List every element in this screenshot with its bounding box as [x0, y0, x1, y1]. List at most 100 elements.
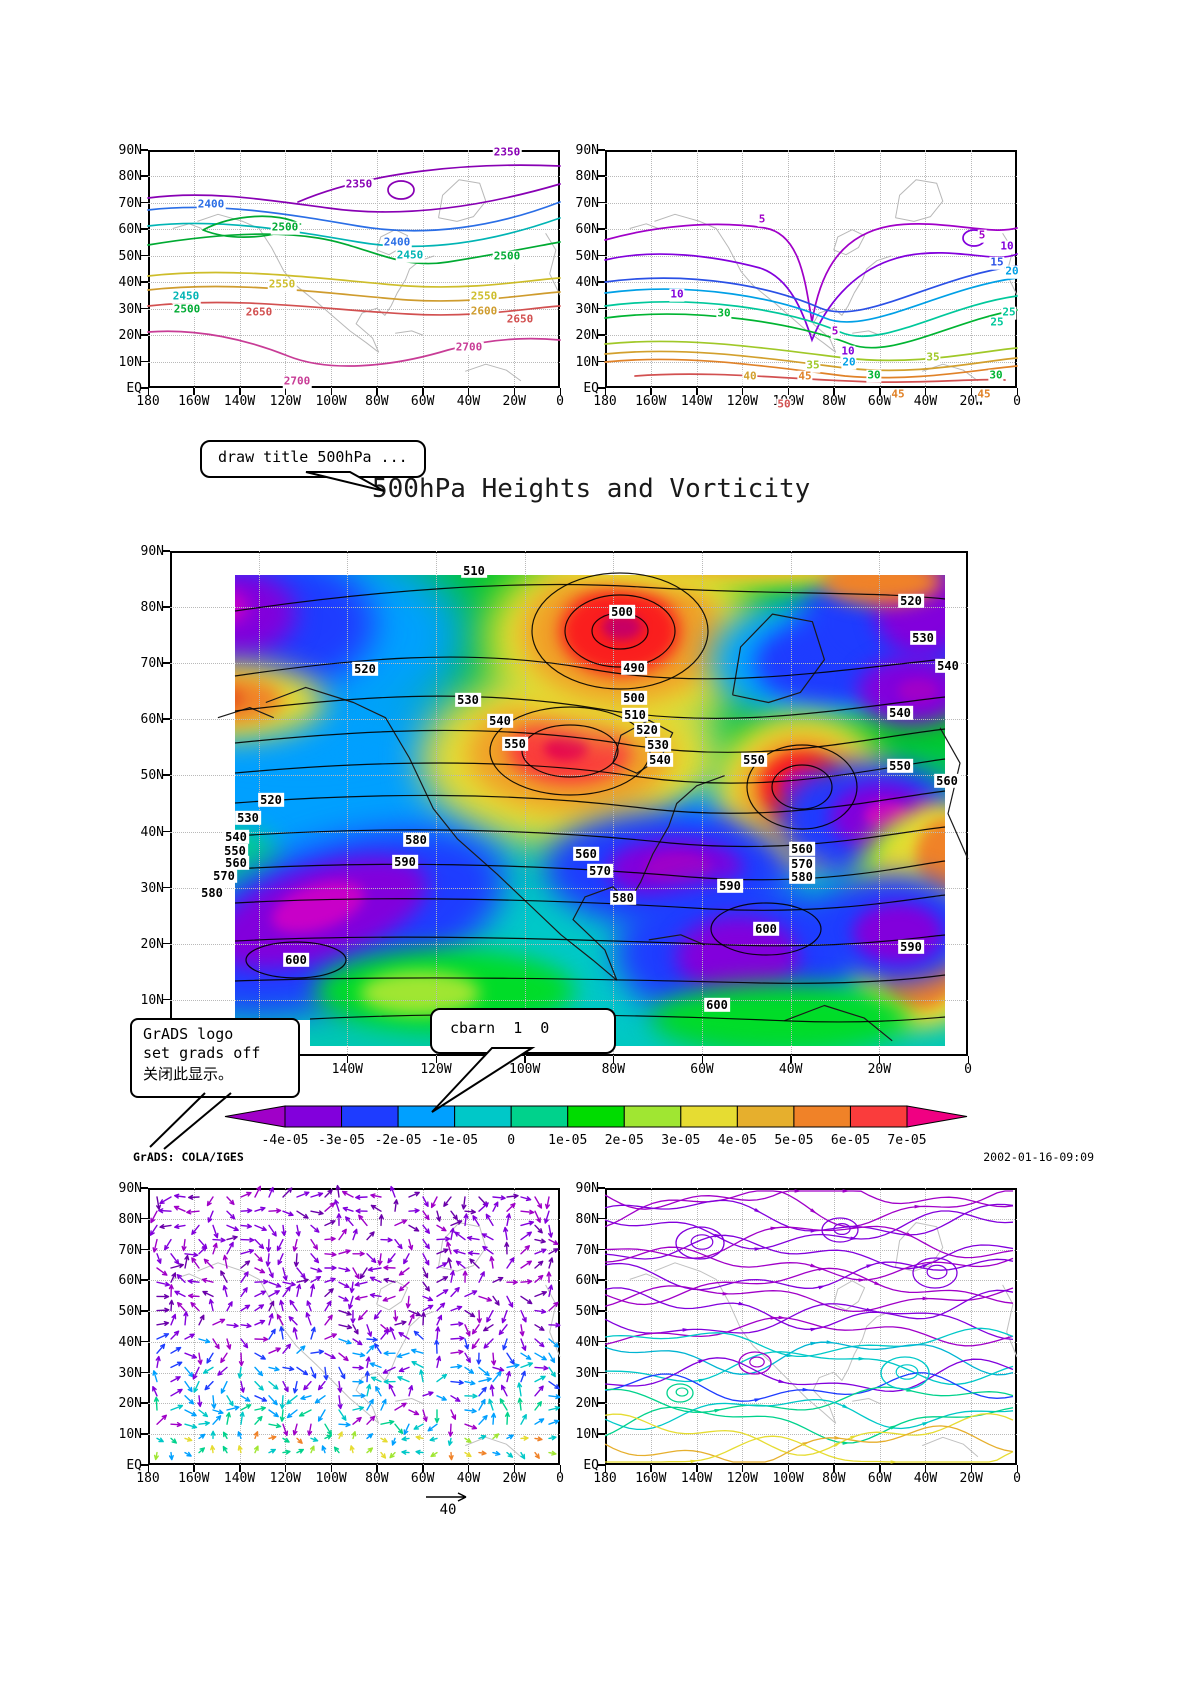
panel-wind-vectors-gridline-v	[285, 1188, 287, 1465]
panel-main-map-lon-label: 80W	[601, 1062, 626, 1077]
streamline	[604, 1413, 1014, 1456]
panel-main-map-contour-label: 560	[223, 855, 249, 871]
streamline-arrowhead	[714, 1408, 722, 1413]
panel-heights-contour-contour-2550	[147, 271, 561, 288]
wind-arrow	[282, 1366, 295, 1372]
wind-arrow	[352, 1365, 364, 1371]
wind-arrow	[450, 1395, 461, 1402]
panel-vorticity-contour-lat-label: 60N	[575, 222, 599, 238]
panel-streamlines-gridline-v	[833, 1188, 835, 1465]
panel-vorticity-contour-lon-tick	[741, 388, 744, 395]
panel-vorticity-contour-lat-tick	[598, 201, 605, 204]
wind-arrow	[292, 1380, 298, 1394]
wind-arrow	[534, 1274, 544, 1283]
wind-arrow	[324, 1434, 332, 1440]
wind-arrow	[226, 1301, 233, 1312]
wind-arrow	[478, 1377, 492, 1383]
panel-main-map-lat-label: 50N	[140, 768, 164, 784]
coastline	[465, 1436, 522, 1458]
wind-arrow	[226, 1196, 235, 1206]
wind-arrow	[396, 1352, 410, 1359]
panel-vorticity-contour-lon-label: 0	[1013, 394, 1021, 409]
wind-arrow	[170, 1404, 184, 1411]
wind-arrow	[548, 1248, 559, 1255]
wind-arrow	[352, 1416, 362, 1425]
wind-arrow	[380, 1437, 388, 1443]
panel-main-map-contour-label: 510	[622, 707, 648, 723]
wind-arrow	[254, 1336, 269, 1342]
wind-arrow	[366, 1398, 374, 1411]
panel-streamlines-lon-tick	[604, 1465, 606, 1472]
wind-arrow	[501, 1384, 508, 1397]
wind-arrow	[352, 1405, 365, 1411]
coastline	[812, 1310, 892, 1424]
wind-arrow	[380, 1451, 387, 1459]
wind-arrow	[383, 1277, 396, 1283]
panel-vorticity-contour-lon-label: 60W	[867, 394, 892, 409]
wind-arrow	[190, 1302, 200, 1312]
panel-vorticity-contour-lat-tick	[598, 175, 605, 177]
wind-arrow	[478, 1386, 487, 1397]
wind-arrow	[212, 1338, 220, 1350]
panel-heights-contour-contour-label: 2350	[492, 145, 522, 160]
panel-streamlines-lon-label: 180	[593, 1471, 617, 1486]
wind-arrow	[191, 1224, 200, 1235]
wind-arrow	[534, 1210, 541, 1223]
panel-heights-contour-lon-tick	[330, 388, 333, 395]
wind-arrow	[282, 1267, 288, 1281]
wind-arrow	[464, 1423, 478, 1430]
wind-arrow	[370, 1376, 382, 1383]
streamline-vortex	[880, 1356, 930, 1390]
panel-main-map-gridline-v	[702, 551, 703, 1056]
wind-arrow	[254, 1253, 263, 1262]
panel-heights-contour-lon-label: 140W	[223, 394, 256, 409]
wind-arrow	[324, 1423, 332, 1436]
panel-wind-vectors-lat-label: 70N	[118, 1242, 142, 1258]
wind-arrow	[170, 1376, 181, 1383]
panel-wind-vectors-lon-label: 40W	[456, 1471, 481, 1486]
wind-arrow	[188, 1194, 200, 1200]
streamline-arrowhead	[690, 1459, 698, 1464]
wind-arrow	[202, 1366, 214, 1374]
wind-arrow	[153, 1396, 159, 1411]
wind-arrow	[282, 1286, 291, 1298]
wind-arrow	[268, 1224, 277, 1237]
panel-wind-vectors-lat-label: 20N	[118, 1396, 142, 1412]
wind-arrow	[436, 1373, 448, 1383]
wind-arrow	[170, 1437, 177, 1444]
wind-arrow	[226, 1210, 236, 1220]
panel-wind-vectors-gridline-h	[148, 1403, 560, 1405]
wind-arrow	[492, 1276, 504, 1283]
panel-vorticity-contour-gridline-h	[605, 202, 1017, 204]
streamline-arrowhead	[834, 1435, 842, 1440]
wind-arrow	[366, 1415, 376, 1425]
panel-main-map-contour-label: 580	[199, 885, 225, 901]
panel-streamlines-lon-tick	[787, 1465, 790, 1472]
callout-grads-tail-line2	[163, 1092, 232, 1150]
wind-arrow	[197, 1352, 203, 1365]
wind-arrow	[544, 1210, 550, 1224]
wind-arrow	[370, 1193, 382, 1199]
wind-arrow	[393, 1309, 399, 1322]
wind-arrow	[370, 1204, 382, 1212]
panel-main-map-lat-label: 40N	[140, 824, 164, 840]
panel-wind-vectors-gridline-h	[148, 1311, 560, 1313]
wind-arrow	[220, 1380, 228, 1394]
streamline	[604, 1258, 1014, 1291]
panel-heights-contour-lon-tick	[376, 388, 378, 395]
wind-arrow	[450, 1321, 464, 1327]
panel-wind-vectors-lon-tick	[513, 1465, 516, 1472]
wind-arrow	[282, 1210, 294, 1217]
panel-heights-contour-lat-tick	[141, 175, 148, 177]
wind-arrow	[296, 1278, 309, 1283]
panel-vorticity-contour-gridline-v	[650, 150, 652, 388]
panel-main-map-height-contour-loop	[710, 902, 822, 956]
wind-arrow	[422, 1267, 429, 1279]
streamline-arrowhead	[698, 1359, 706, 1364]
wind-arrow	[238, 1352, 244, 1367]
panel-heights-contour-gridline-h	[148, 202, 560, 204]
wind-arrow	[310, 1210, 324, 1216]
streamline	[604, 1425, 1014, 1463]
wind-arrow	[254, 1395, 268, 1402]
wind-arrow	[534, 1338, 545, 1348]
